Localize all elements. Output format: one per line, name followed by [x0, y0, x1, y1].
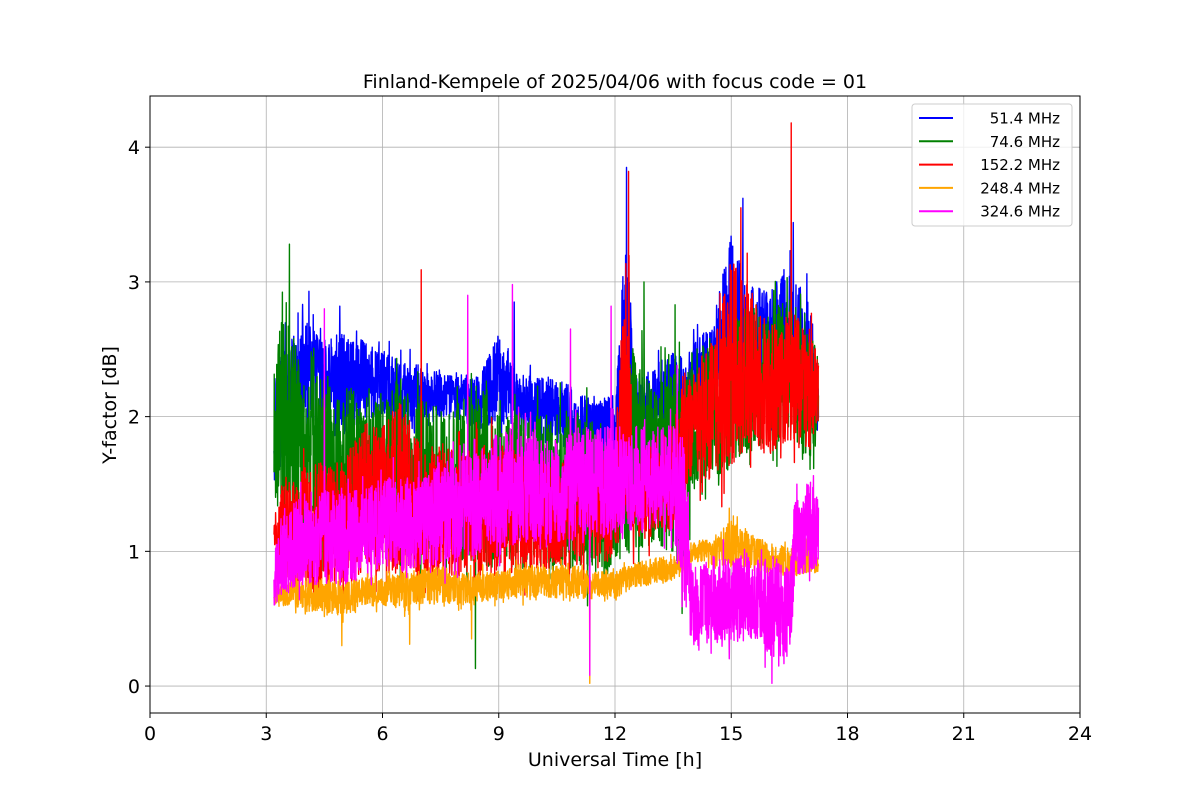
x-axis-ticks: 0 3 6 9 12 15 18 21 24 [144, 713, 1092, 745]
x-axis-label: Universal Time [h] [528, 749, 702, 771]
y-tick-label: 1 [128, 541, 140, 563]
legend-box [911, 103, 1073, 227]
x-tick-label: 21 [952, 723, 976, 745]
legend-label: 74.6 MHz [990, 133, 1060, 151]
series-line [273, 507, 820, 685]
y-tick-label: 2 [128, 407, 140, 429]
legend-label: 324.6 MHz [980, 203, 1060, 221]
y-tick-label: 4 [128, 137, 140, 159]
legend-label: 152.2 MHz [980, 156, 1060, 174]
x-tick-label: 9 [493, 723, 505, 745]
y-tick-label: 0 [128, 676, 140, 698]
legend-label: 248.4 MHz [980, 179, 1060, 197]
x-tick-label: 18 [835, 723, 859, 745]
y-tick-label: 3 [128, 272, 140, 294]
x-tick-label: 0 [144, 723, 156, 745]
series-layer [273, 122, 820, 685]
legend: 51.4 MHz 74.6 MHz 152.2 MHz 248.4 MHz 324.6… [911, 103, 1073, 227]
y-axis-ticks: 0 1 2 3 4 [128, 137, 150, 698]
series-line [273, 283, 820, 685]
y-axis-label: Y-factor [dB] [99, 346, 121, 465]
chart-title: Finland-Kempele of 2025/04/06 with focus… [363, 71, 867, 93]
x-tick-label: 24 [1068, 723, 1092, 745]
x-tick-label: 15 [719, 723, 743, 745]
x-tick-label: 3 [260, 723, 272, 745]
x-tick-label: 12 [603, 723, 627, 745]
x-tick-label: 6 [376, 723, 388, 745]
series-line [273, 122, 820, 603]
legend-label: 51.4 MHz [990, 110, 1060, 128]
